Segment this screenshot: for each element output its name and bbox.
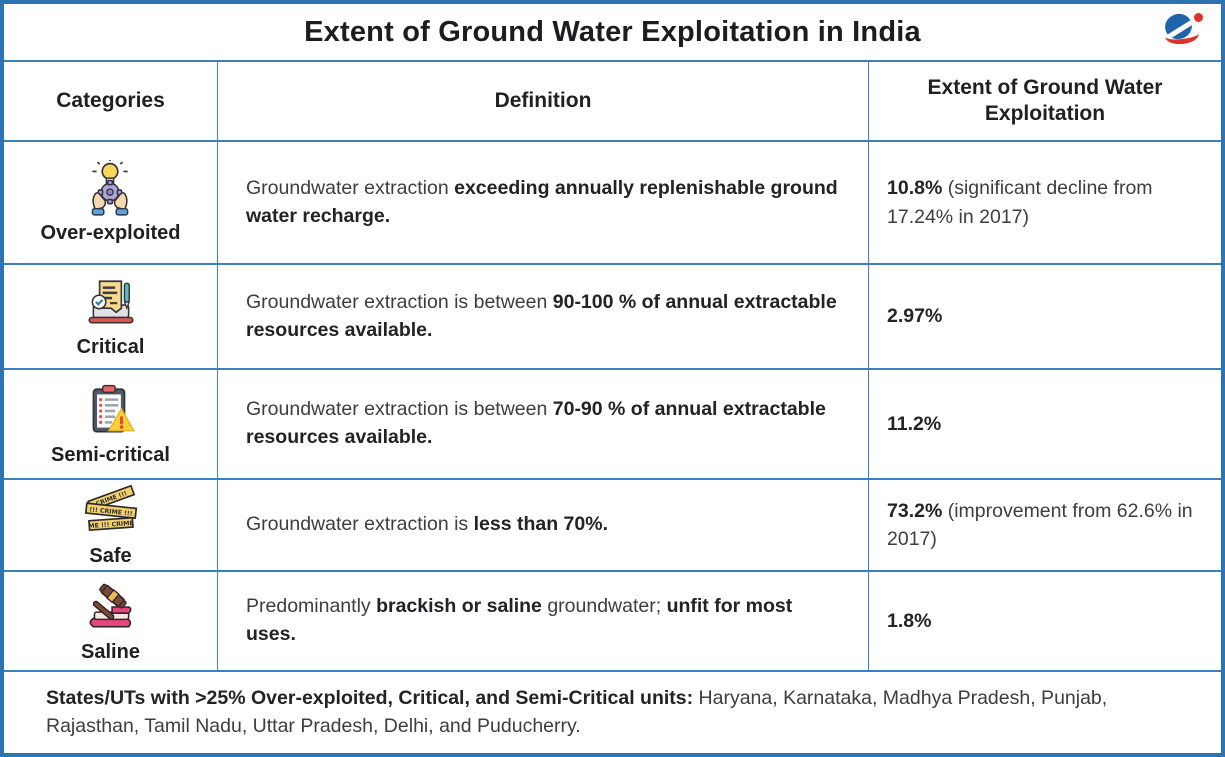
category-cell: Over-exploited — [4, 142, 218, 263]
definition-text: Groundwater extraction is less than 70%. — [246, 513, 609, 536]
extent-cell: 1.8% — [869, 572, 1221, 670]
extent-cell: 11.2% — [869, 370, 1221, 478]
table-row-semi-critical: Semi-critical Groundwater extraction is … — [4, 368, 1221, 478]
orbit-globe-logo — [1161, 10, 1207, 54]
header-definition: Definition — [218, 62, 869, 140]
states-footnote: States/UTs with >25% Over-exploited, Cri… — [4, 670, 1221, 753]
header-categories-label: Categories — [56, 88, 165, 112]
states-footnote-text: States/UTs with >25% Over-exploited, Cri… — [46, 687, 1108, 737]
gavel-book-icon — [81, 579, 139, 637]
document-check-pen-icon — [82, 274, 140, 332]
logo-red-dot — [1194, 13, 1203, 22]
title-bar: Extent of Ground Water Exploitation in I… — [4, 4, 1221, 62]
groundwater-table: Categories Definition Extent of Ground W… — [4, 62, 1221, 753]
page-title: Extent of Ground Water Exploitation in I… — [304, 15, 921, 48]
category-label: Over-exploited — [40, 222, 181, 244]
extent-text: 10.8% (significant decline from 17.24% i… — [887, 177, 1153, 228]
category-cell: Semi-critical — [4, 370, 218, 478]
definition-cell: Predominantly brackish or saline groundw… — [218, 572, 869, 670]
category-cell: CRIME !!! !!! CRIME !!! ME !!! CRIME — [4, 480, 218, 570]
category-cell: Saline — [4, 572, 218, 670]
category-label: Semi-critical — [51, 443, 170, 466]
table-row-saline: Saline Predominantly brackish or saline … — [4, 570, 1221, 670]
svg-text:!!! CRIME !!!: !!! CRIME !!! — [88, 506, 132, 517]
extent-text: 11.2% — [887, 412, 942, 435]
extent-text: 2.97% — [887, 305, 943, 328]
definition-text: Groundwater extraction is between 70-90 … — [246, 398, 826, 448]
definition-cell: Groundwater extraction is between 90-100… — [218, 265, 869, 368]
category-label: Safe — [89, 544, 132, 567]
extent-cell: 10.8% (significant decline from 17.24% i… — [869, 142, 1221, 263]
definition-cell: Groundwater extraction exceeding annuall… — [218, 142, 869, 263]
svg-text:ME !!! CRIME: ME !!! CRIME — [88, 519, 134, 529]
crime-tape-icon: CRIME !!! !!! CRIME !!! ME !!! CRIME — [82, 483, 140, 541]
extent-cell: 2.97% — [869, 265, 1221, 368]
header-categories: Categories — [4, 62, 218, 140]
extent-text: 1.8% — [887, 609, 932, 632]
header-extent: Extent of Ground Water Exploitation — [869, 62, 1221, 140]
category-label: Critical — [76, 336, 145, 358]
definition-cell: Groundwater extraction is between 70-90 … — [218, 370, 869, 478]
table-row-over-exploited: Over-exploited Groundwater extraction ex… — [4, 140, 1221, 263]
extent-text: 73.2% (improvement from 62.6% in 2017) — [887, 499, 1193, 550]
extent-cell: 73.2% (improvement from 62.6% in 2017) — [869, 480, 1221, 570]
category-label: Saline — [81, 640, 140, 663]
category-cell: Critical — [4, 265, 218, 368]
definition-text: Groundwater extraction exceeding annuall… — [246, 176, 838, 227]
definition-text: Groundwater extraction is between 90-100… — [246, 290, 837, 341]
table-row-critical: Critical Groundwater extraction is betwe… — [4, 263, 1221, 368]
hands-holding-gear-bulb-icon — [81, 160, 139, 218]
header-definition-label: Definition — [494, 88, 592, 112]
clipboard-warning-icon — [81, 382, 139, 440]
header-extent-label: Extent of Ground Water Exploitation — [927, 75, 1163, 125]
definition-cell: Groundwater extraction is less than 70%. — [218, 480, 869, 570]
table-header-row: Categories Definition Extent of Ground W… — [4, 62, 1221, 140]
table-row-safe: CRIME !!! !!! CRIME !!! ME !!! CRIME — [4, 478, 1221, 570]
definition-text: Predominantly brackish or saline groundw… — [246, 595, 793, 645]
